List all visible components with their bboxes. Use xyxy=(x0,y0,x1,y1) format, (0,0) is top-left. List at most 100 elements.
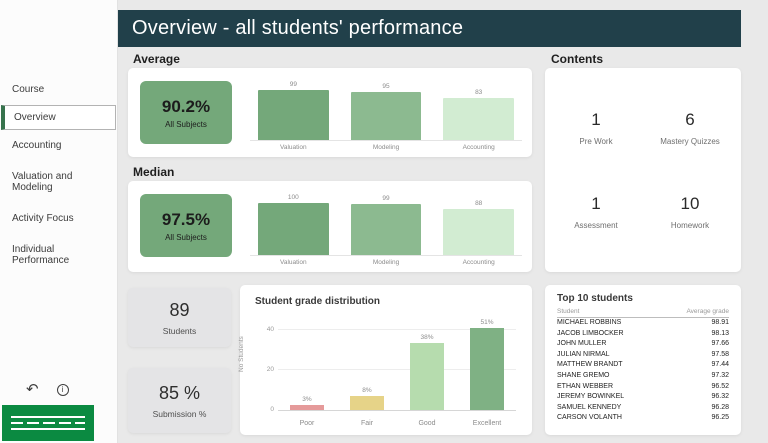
contents-label: Mastery Quizzes xyxy=(660,137,720,146)
contents-item-mastery-quizzes: 6 Mastery Quizzes xyxy=(643,86,737,170)
y-tick-label: 0 xyxy=(270,406,274,413)
grade-distribution-bars: 3% 8% 38% 51% xyxy=(278,319,516,410)
average-chart-plot: 99 95 83 xyxy=(250,77,522,140)
category-label: Accounting xyxy=(462,144,495,151)
grade-distribution-categories: Poor Fair Good Excellent xyxy=(278,420,516,427)
median-kpi-label: All Subjects xyxy=(165,232,207,242)
sidebar-item-activity-focus[interactable]: Activity Focus xyxy=(12,213,74,224)
student-name: MICHAEL ROBBINS xyxy=(557,319,622,326)
average-bar-column: 95 xyxy=(350,77,422,140)
contents-card: 1 Pre Work 6 Mastery Quizzes 1 Assessmen… xyxy=(545,68,741,272)
table-row[interactable]: SHANE GREMO 97.32 xyxy=(557,371,729,382)
average-kpi-tile[interactable]: 90.2% All Subjects xyxy=(140,81,232,144)
sidebar-item-course[interactable]: Course xyxy=(12,84,45,95)
students-count-value: 89 xyxy=(169,299,190,320)
contents-value: 10 xyxy=(680,194,700,213)
sidebar-item-individual-performance[interactable]: Individual Performance xyxy=(12,244,70,266)
info-icon[interactable]: i xyxy=(56,383,69,396)
student-grade: 96.32 xyxy=(711,393,729,401)
student-grade: 97.66 xyxy=(711,340,729,348)
contents-item-pre-work: 1 Pre Work xyxy=(549,86,643,170)
logo-stripe xyxy=(11,422,85,424)
median-bar-valuation[interactable] xyxy=(258,203,329,255)
table-row[interactable]: MATTHEW BRANDT 97.44 xyxy=(557,360,729,371)
category-label: Fair xyxy=(360,420,374,427)
average-kpi-value: 90.2% xyxy=(161,96,211,116)
table-row[interactable]: SAMUEL KENNEDY 96.28 xyxy=(557,403,729,414)
logo-stripe xyxy=(11,428,85,430)
bar-value-label: 99 xyxy=(382,194,390,202)
students-count-label: Students xyxy=(162,325,197,336)
table-row[interactable]: CARSON VOLANTH 96.25 xyxy=(557,413,729,424)
average-bar-valuation[interactable] xyxy=(258,90,329,140)
top10-table: Student Average grade MICHAEL ROBBINS 98.… xyxy=(557,308,729,424)
median-bar-column: 99 xyxy=(350,190,422,255)
category-label: Modeling xyxy=(372,144,400,151)
sidebar-item-accounting[interactable]: Accounting xyxy=(12,140,62,151)
sidebar-nav: Course Overview Accounting Valuation and… xyxy=(0,74,117,276)
category-label: Valuation xyxy=(280,144,307,151)
table-row[interactable]: JEREMY BOWINKEL 96.32 xyxy=(557,392,729,403)
bar-value-label: 88 xyxy=(475,200,483,208)
distribution-bar-column: 38% xyxy=(410,319,444,410)
median-kpi-tile[interactable]: 97.5% All Subjects xyxy=(140,194,232,257)
sidebar: Course Overview Accounting Valuation and… xyxy=(0,0,118,443)
average-bar-modeling[interactable] xyxy=(350,92,422,140)
table-row[interactable]: JOHN MULLER 97.66 xyxy=(557,339,729,350)
bar-percent-label: 38% xyxy=(420,333,434,341)
table-row[interactable]: ETHAN WEBBER 96.52 xyxy=(557,382,729,393)
top10-students-card: Top 10 students Student Average grade MI… xyxy=(545,285,741,435)
student-name: SAMUEL KENNEDY xyxy=(557,403,622,411)
sidebar-tools: ↶ i xyxy=(26,382,69,397)
contents-value: 1 xyxy=(591,110,601,129)
students-stat: 89 Students xyxy=(128,288,231,347)
sidebar-item-overview[interactable]: Overview xyxy=(1,105,116,130)
student-name: JACOB LIMBOCKER xyxy=(557,329,624,337)
gridline xyxy=(278,369,516,371)
median-card: 97.5% All Subjects 100 99 88 Valuation xyxy=(128,181,532,272)
bar-percent-label: 8% xyxy=(362,386,372,394)
grade-distribution-title: Student grade distribution xyxy=(255,296,380,307)
median-bar-column: 88 xyxy=(443,190,515,255)
average-section-title: Average xyxy=(133,52,180,66)
average-card: 90.2% All Subjects 99 95 83 Valuation xyxy=(128,68,532,157)
average-chart-categories: Valuation Modeling Accounting xyxy=(250,140,522,151)
student-name: JEREMY BOWINKEL xyxy=(557,393,625,401)
distribution-bar-fair[interactable] xyxy=(350,395,384,410)
median-chart-plot: 100 99 88 xyxy=(250,190,522,255)
logo-stripe xyxy=(11,416,85,418)
submission-rate-value: 85 % xyxy=(158,382,201,403)
student-grade: 97.32 xyxy=(711,371,729,379)
bar-percent-label: 3% xyxy=(302,395,312,403)
average-bar-accounting[interactable] xyxy=(443,98,515,140)
contents-item-assessment: 1 Assessment xyxy=(549,170,643,254)
distribution-bar-excellent[interactable] xyxy=(470,328,504,410)
table-row[interactable]: MICHAEL ROBBINS 98.91 xyxy=(557,318,729,329)
back-arrow-icon[interactable]: ↶ xyxy=(26,381,39,398)
median-bar-modeling[interactable] xyxy=(350,203,422,255)
table-row[interactable]: JULIAN NIRMAL 97.58 xyxy=(557,350,729,361)
distribution-bar-column: 51% xyxy=(470,319,504,410)
category-label: Good xyxy=(418,420,436,427)
contents-label: Assessment xyxy=(574,221,618,230)
distribution-bar-poor[interactable] xyxy=(290,404,324,410)
sidebar-item-valuation-modeling[interactable]: Valuation and Modeling xyxy=(12,171,73,193)
median-bar-accounting[interactable] xyxy=(443,209,515,255)
column-header-average-grade[interactable]: Average grade xyxy=(662,308,729,318)
student-grade: 98.13 xyxy=(711,329,729,337)
y-tick-label: 20 xyxy=(266,365,274,373)
students-count-card: 89 Students xyxy=(128,288,231,347)
median-chart-categories: Valuation Modeling Accounting xyxy=(250,255,522,266)
student-name: JULIAN NIRMAL xyxy=(557,350,610,358)
average-bar-chart: 99 95 83 Valuation Modeling Accounting xyxy=(250,77,522,151)
contents-label: Homework xyxy=(670,221,710,230)
category-label: Poor xyxy=(299,420,315,427)
average-kpi-label: All Subjects xyxy=(165,119,207,129)
top10-inner: Top 10 students Student Average grade MI… xyxy=(545,285,741,428)
distribution-bar-good[interactable] xyxy=(410,342,444,410)
page-title: Overview - all students' performance xyxy=(118,10,741,47)
table-row[interactable]: JACOB LIMBOCKER 98.13 xyxy=(557,329,729,340)
submission-rate-label: Submission % xyxy=(152,408,207,419)
student-name: JOHN MULLER xyxy=(557,340,607,348)
distribution-bar-column: 8% xyxy=(350,319,384,410)
